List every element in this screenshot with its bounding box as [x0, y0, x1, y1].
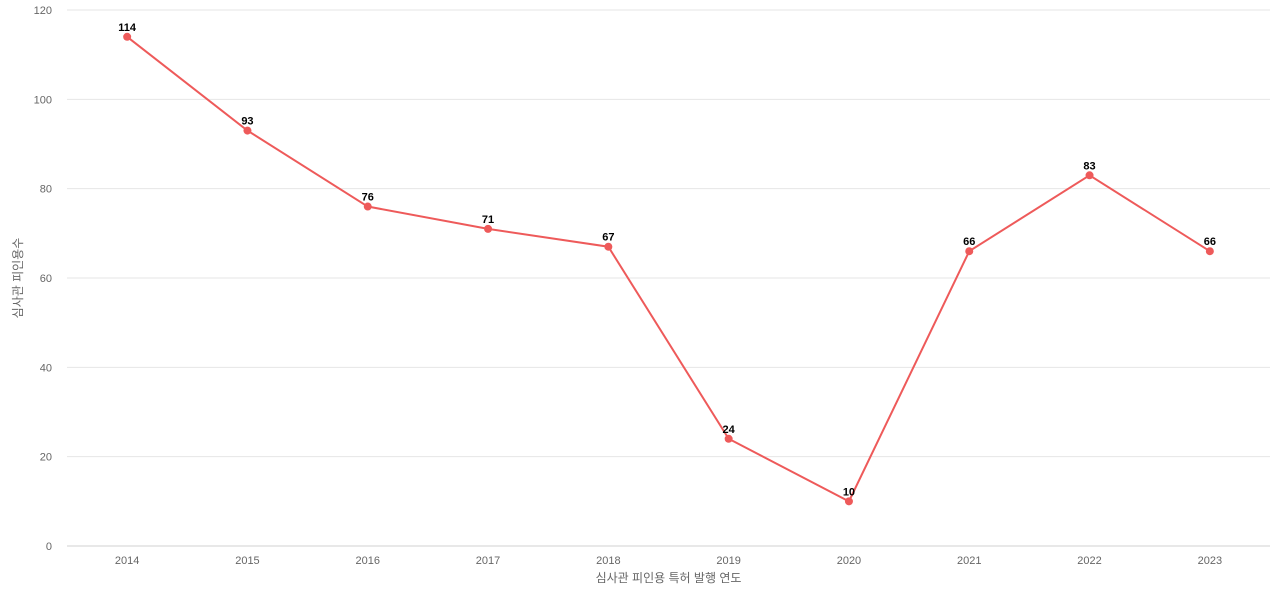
data-point[interactable] [844, 497, 853, 506]
data-label: 71 [482, 214, 494, 226]
y-tick-label: 80 [40, 184, 52, 196]
x-axis-title: 심사관 피인용 특허 발행 연도 [596, 570, 742, 585]
data-point[interactable] [1085, 171, 1094, 180]
x-axis: 2014 2015 2016 2017 2018 2019 2020 2021 2022 2023 [115, 555, 1222, 567]
data-label: 66 [963, 236, 975, 248]
gridlines [67, 9, 1270, 547]
x-tick-label: 2015 [235, 555, 259, 567]
data-point[interactable] [363, 202, 372, 211]
data-label: 66 [1204, 236, 1216, 248]
y-tick-label: 20 [40, 452, 52, 464]
data-point[interactable] [724, 434, 733, 443]
data-label: 76 [362, 192, 374, 204]
data-label: 83 [1083, 160, 1095, 172]
x-tick-label: 2014 [115, 555, 139, 567]
x-tick-label: 2019 [716, 555, 740, 567]
data-label: 24 [723, 424, 736, 436]
y-tick-label: 0 [46, 541, 52, 553]
x-tick-label: 2017 [476, 555, 500, 567]
x-tick-label: 2018 [596, 555, 620, 567]
data-label: 67 [602, 232, 614, 244]
series-layer [123, 32, 1214, 506]
data-label: 114 [118, 22, 137, 34]
data-point[interactable] [243, 126, 252, 135]
x-tick-label: 2022 [1077, 555, 1101, 567]
data-labels: 114 93 76 71 67 24 10 66 83 66 [118, 22, 1216, 499]
x-tick-label: 2023 [1198, 555, 1222, 567]
data-point[interactable] [484, 224, 493, 233]
y-tick-label: 40 [40, 362, 52, 374]
data-point[interactable] [1205, 247, 1214, 256]
y-tick-label: 120 [34, 5, 52, 17]
y-tick-label: 100 [34, 94, 52, 106]
x-tick-label: 2020 [837, 555, 861, 567]
series-line [126, 36, 1211, 503]
data-label: 93 [241, 116, 253, 128]
x-tick-label: 2016 [356, 555, 380, 567]
data-point[interactable] [123, 32, 132, 41]
data-point[interactable] [604, 242, 613, 251]
y-axis-title: 심사관 피인용수 [11, 238, 25, 319]
data-label: 10 [843, 486, 855, 498]
data-point[interactable] [965, 247, 974, 256]
y-tick-label: 60 [40, 273, 52, 285]
x-tick-label: 2021 [957, 555, 981, 567]
y-axis: 0 20 40 60 80 100 120 [34, 5, 52, 553]
